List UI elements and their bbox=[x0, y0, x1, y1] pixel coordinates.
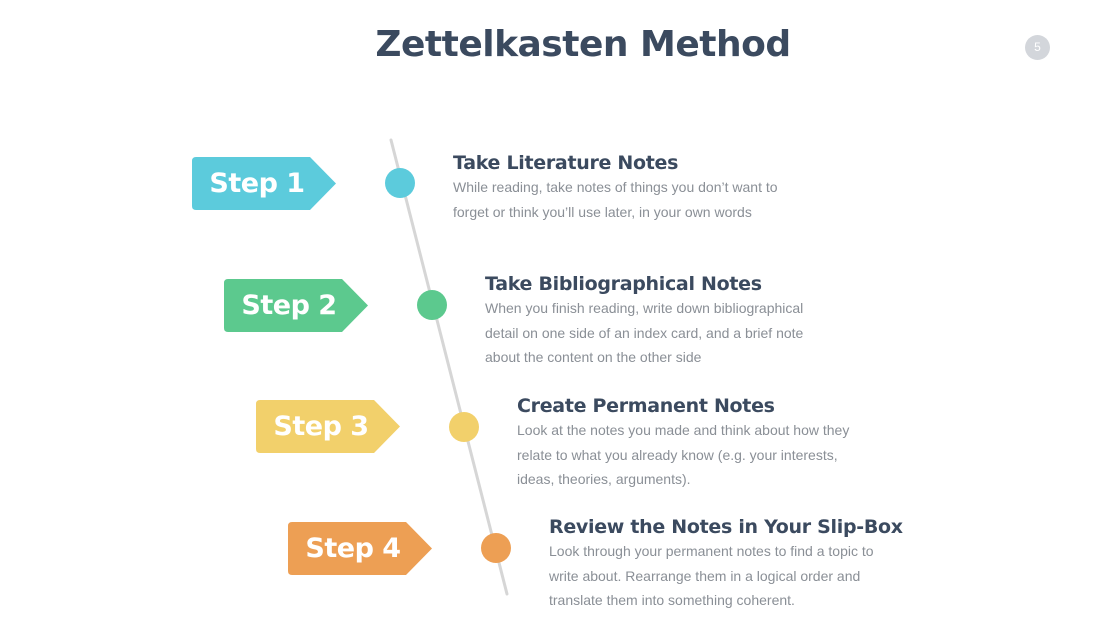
step-3-text: Create Permanent Notes Look at the notes… bbox=[517, 394, 877, 492]
step-2-heading: Take Bibliographical Notes bbox=[485, 273, 762, 295]
step-1-description: While reading, take notes of things you … bbox=[453, 179, 778, 220]
step-1-text: Take Literature Notes While reading, tak… bbox=[453, 151, 813, 224]
step-3-dot bbox=[449, 412, 479, 442]
page-number-badge: 5 bbox=[1025, 35, 1050, 60]
step-2-tag-label: Step 2 bbox=[241, 290, 337, 321]
step-1-dot bbox=[385, 168, 415, 198]
step-3-heading: Create Permanent Notes bbox=[517, 395, 775, 417]
step-4-tag: Step 4 bbox=[288, 522, 434, 575]
step-2-text: Take Bibliographical Notes When you fini… bbox=[485, 272, 845, 370]
step-2-dot bbox=[417, 290, 447, 320]
step-4-dot bbox=[481, 533, 511, 563]
step-1-heading: Take Literature Notes bbox=[453, 152, 679, 174]
step-4-heading: Review the Notes in Your Slip-Box bbox=[549, 516, 903, 538]
step-1-tag: Step 1 bbox=[192, 157, 338, 210]
page-title: Zettelkasten Method bbox=[375, 24, 791, 65]
step-4-description: Look through your permanent notes to fin… bbox=[549, 543, 874, 608]
step-3-tag-label: Step 3 bbox=[273, 411, 369, 442]
step-4-text: Review the Notes in Your Slip-Box Look t… bbox=[549, 515, 909, 613]
step-3-tag: Step 3 bbox=[256, 400, 402, 453]
step-2-tag: Step 2 bbox=[224, 279, 370, 332]
step-1-tag-label: Step 1 bbox=[209, 168, 305, 199]
step-3-description: Look at the notes you made and think abo… bbox=[517, 422, 850, 487]
step-2-description: When you finish reading, write down bibl… bbox=[485, 300, 804, 365]
step-4-tag-label: Step 4 bbox=[305, 533, 401, 564]
